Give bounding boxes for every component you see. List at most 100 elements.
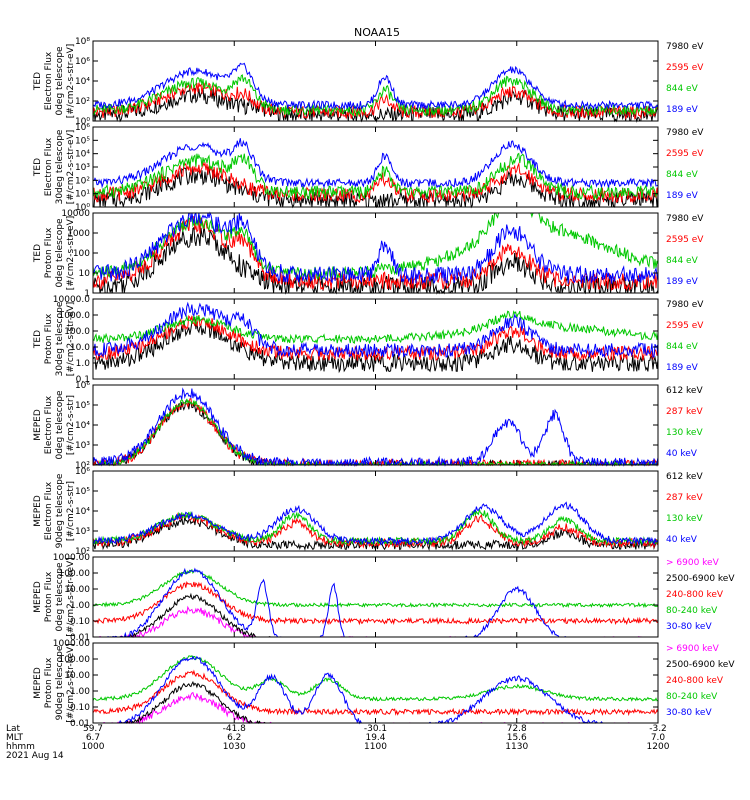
legend-entry: 130 keV	[666, 428, 703, 438]
y-axis-label: [#/cm2-s-str]	[66, 395, 76, 455]
y-axis-label: [#/cm2-s-str-keV]	[66, 643, 76, 722]
y-axis-label: 0deg telescope	[55, 46, 65, 116]
series-line	[92, 316, 659, 374]
footer-row-label: hhmm	[6, 742, 35, 752]
legend-entry: 240-800 keV	[666, 590, 724, 600]
legend-entry: 189 eV	[666, 191, 699, 201]
legend-entry: 287 keV	[666, 407, 703, 417]
legend-entry: 7980 eV	[666, 214, 704, 224]
series-line	[92, 138, 659, 189]
y-axis-label: [#/cm2-s-str-keV]	[66, 557, 76, 636]
panel-frame	[92, 384, 659, 466]
series-line	[93, 592, 658, 639]
y-tick-label: 10.00	[64, 671, 90, 681]
legend-entry: 2595 eV	[666, 235, 704, 245]
y-axis-label: Electron Flux	[44, 51, 54, 110]
y-tick-label: 100	[73, 249, 90, 259]
y-axis-label: Electron Flux	[44, 481, 54, 540]
y-tick-label: 0.01	[70, 719, 90, 729]
y-axis-label: Electron Flux	[44, 395, 54, 454]
legend-entry: 189 eV	[666, 105, 699, 115]
y-axis-label: Electron Flux	[44, 137, 54, 196]
y-tick-label: 10⁵	[75, 487, 90, 497]
y-tick-label: 10⁸	[75, 37, 90, 47]
y-tick-label: 10²	[75, 97, 90, 107]
series-line	[92, 315, 659, 362]
y-tick-label: 10⁵	[75, 136, 90, 146]
y-tick-label: 10³	[75, 527, 90, 537]
y-tick-label: 10⁶	[75, 123, 90, 133]
y-axis-label: [#/cm2-s-str-eV]	[66, 216, 76, 291]
y-tick-label: 10.0	[70, 343, 90, 353]
y-tick-label: 10⁶	[75, 57, 90, 67]
y-tick-label: 1000.00	[53, 639, 90, 649]
y-axis-label: MEPED	[33, 409, 43, 441]
y-axis-label: TED	[33, 158, 43, 177]
y-axis-label: 0deg telescope	[55, 562, 65, 632]
legend-entry: 80-240 keV	[666, 692, 718, 702]
y-tick-label: 100.00	[59, 569, 91, 579]
legend-entry: 2595 eV	[666, 149, 704, 159]
x-tick-label-lat: -41.8	[223, 724, 247, 734]
panel-7: 0.01 0.10 1.00 10.00 100.00 1000.00 MEPED Proto…	[33, 553, 735, 643]
y-tick-label: 10⁴	[75, 507, 90, 517]
legend-entry: 30-80 keV	[666, 708, 712, 718]
y-tick-label: 10⁴	[75, 77, 90, 87]
x-tick-label-mlt: 15.6	[507, 733, 527, 743]
y-tick-label: 10000	[61, 209, 90, 219]
y-axis-label: 0deg telescope	[55, 218, 65, 288]
panel-1: 10⁰ 10² 10⁴ 10⁶ 10⁸ TED Electron Flux 0deg tele…	[33, 37, 704, 127]
legend-entry: 2595 eV	[666, 63, 704, 73]
series-line	[92, 310, 659, 345]
y-axis-label: Proton Flux	[44, 657, 54, 708]
legend-entry: 189 eV	[666, 363, 699, 373]
y-axis-label: 0deg telescope	[55, 390, 65, 460]
y-axis-label: 30deg telescope	[55, 129, 65, 204]
x-tick-label-mlt: 7.0	[651, 733, 666, 743]
x-tick-label-time: 1030	[223, 742, 246, 752]
x-tick-label-lat: -30.1	[364, 724, 387, 734]
series-line	[92, 211, 659, 285]
legend-entry: 189 eV	[666, 277, 699, 287]
y-tick-label: 10⁶	[75, 381, 90, 391]
legend-entry: 844 eV	[666, 170, 699, 180]
footer-date: 2021 Aug 14	[6, 751, 64, 761]
y-axis-label: 90deg telescope	[55, 645, 65, 720]
panel-5: 10² 10³ 10⁴ 10⁵ 10⁶ MEPED Electron Flux 0deg te…	[33, 381, 703, 471]
y-tick-label: 1000	[67, 229, 90, 239]
y-tick-label: 1.00	[70, 687, 90, 697]
y-tick-label: 10¹	[75, 190, 90, 200]
legend-entry: 30-80 keV	[666, 622, 712, 632]
footer-row-label: MLT	[6, 733, 24, 743]
y-tick-label: 100.00	[59, 655, 91, 665]
y-axis-label: [#/cm2-s-str]	[66, 481, 76, 541]
legend-entry: 7980 eV	[666, 300, 704, 310]
y-tick-label: 0.10	[70, 617, 90, 627]
series-line	[92, 501, 659, 546]
series-line	[92, 152, 659, 201]
series-line	[92, 74, 659, 118]
y-tick-label: 10.00	[64, 585, 90, 595]
y-axis-label: TED	[33, 72, 43, 91]
y-tick-label: 10²	[75, 176, 90, 186]
y-tick-label: 10²	[75, 547, 90, 557]
legend-entry: 80-240 keV	[666, 606, 718, 616]
series-line	[93, 567, 658, 638]
y-axis-label: TED	[33, 244, 43, 263]
legend-entry: 2595 eV	[666, 321, 704, 331]
panel-frame	[92, 126, 659, 208]
y-axis-label: 90deg telescope	[55, 473, 65, 548]
y-tick-label: 10⁶	[75, 467, 90, 477]
y-tick-label: 10³	[75, 441, 90, 451]
y-tick-label: 1000.00	[53, 553, 90, 563]
y-axis-label: [#/cm2-s-str-eV]	[66, 44, 76, 119]
series-line	[92, 62, 659, 111]
y-tick-label: 10³	[75, 163, 90, 173]
x-tick-label-time: 1100	[364, 742, 387, 752]
series-line	[92, 387, 659, 467]
legend-entry: 2500-6900 keV	[666, 660, 735, 670]
legend-entry: 240-800 keV	[666, 676, 724, 686]
y-tick-label: 1000.0	[59, 311, 91, 321]
